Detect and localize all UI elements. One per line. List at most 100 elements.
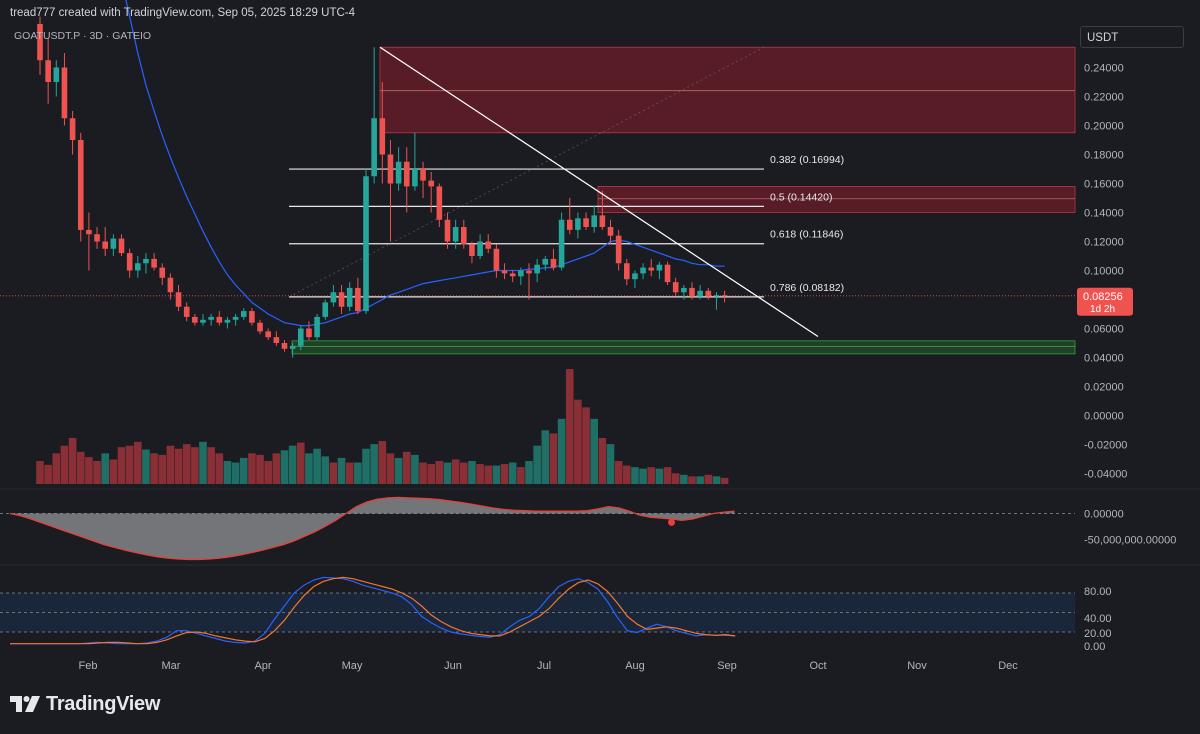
candle-body (379, 118, 386, 155)
time-axis-label: Oct (809, 660, 826, 672)
volume-bar (354, 462, 362, 484)
created-by-text: tread777 created with TradingView.com, S… (10, 7, 355, 19)
volume-bar (231, 462, 240, 484)
price-tick-label: 0.04000 (1084, 353, 1124, 365)
price-tick-label: -0.04000 (1084, 469, 1127, 481)
stoch-d-line (10, 576, 736, 645)
candle-body (420, 169, 426, 181)
volume-bar (370, 444, 378, 484)
candle-body (705, 290, 712, 297)
candle-body (37, 24, 43, 61)
candle-body (575, 218, 581, 230)
price-tick-label: 0.02000 (1084, 382, 1124, 394)
volume-bar (500, 464, 509, 484)
volume-bar (101, 453, 109, 484)
volume-bar (345, 462, 354, 484)
volume-bar (525, 461, 533, 484)
volume-bar (378, 441, 387, 484)
volume-bar (696, 476, 704, 484)
volume-bar (712, 476, 721, 484)
volume-bar (704, 474, 713, 484)
time-axis-label: Mar (162, 660, 181, 672)
candle-body (526, 270, 532, 274)
candle-body (249, 311, 255, 323)
candle-body (135, 263, 141, 271)
volume-bar (182, 444, 191, 484)
volume-bar (435, 461, 444, 484)
candle-body (615, 235, 622, 264)
macd-area (10, 497, 735, 560)
candle-body (469, 244, 475, 256)
volume-bar (117, 447, 126, 484)
symbol-title[interactable]: GOATUSDT.P · 3D · GATEIO (14, 30, 152, 42)
volume-bar (166, 445, 175, 484)
volume-bar (549, 433, 558, 484)
candle-body (403, 161, 410, 187)
candle-body (363, 176, 369, 312)
candle-body (444, 219, 451, 242)
candle-body (501, 270, 508, 274)
volume-bar (52, 453, 61, 484)
volume-bar (272, 453, 281, 484)
candle-body (200, 319, 206, 323)
candle-body (672, 282, 679, 293)
tradingview-logo-icon (10, 696, 40, 712)
candle-body (648, 267, 655, 271)
volume-bar (256, 454, 264, 484)
stoch-axis-label: 40.00 (1084, 613, 1112, 625)
candle-body (656, 264, 663, 271)
volume-bar (76, 451, 85, 484)
candle-body (518, 270, 524, 277)
volume-bar (411, 454, 419, 484)
price-tick-label: 0.12000 (1084, 237, 1124, 249)
tradingview-logo-text: TradingView (46, 692, 161, 715)
candle-body (273, 337, 280, 343)
volume-bar (533, 445, 541, 484)
candle-body (632, 273, 638, 280)
volume-bar (671, 473, 680, 484)
volume-bar (93, 461, 101, 484)
stoch-axis-label: 20.00 (1084, 628, 1112, 640)
candle-body (45, 60, 51, 82)
volume-bar (647, 467, 656, 484)
macd-axis-label: -50,000,000.00000 (1084, 535, 1176, 547)
candle-body (583, 218, 589, 227)
candle-body (591, 215, 597, 227)
volume-bar (337, 457, 346, 484)
candle-body (61, 67, 68, 119)
candle-body (232, 316, 239, 320)
candle-body (355, 287, 361, 312)
candle-body (257, 322, 263, 332)
last-price-value: 0.08256 (1083, 291, 1123, 303)
candle-body (265, 331, 271, 338)
candle-body (689, 287, 695, 297)
volume-bar (362, 448, 370, 484)
time-axis-label: Apr (254, 660, 271, 672)
price-tick-label: 0.10000 (1084, 266, 1124, 278)
volume-bar (150, 453, 158, 484)
volume-bar (508, 462, 517, 484)
fib-level-label: 0.618 (0.11846) (770, 229, 843, 241)
candle-body (542, 258, 549, 265)
candle-body (281, 343, 288, 349)
volume-bar (443, 462, 452, 484)
volume-bar (517, 467, 525, 484)
volume-bar (614, 461, 623, 484)
tradingview-logo[interactable]: TradingView (10, 692, 160, 716)
currency-button[interactable]: USDT (1080, 26, 1184, 48)
candle-body (509, 273, 516, 277)
zone-demand (291, 340, 1076, 355)
time-axis-label: Jul (537, 660, 551, 672)
volume-bar (239, 457, 248, 484)
volume-bar (680, 474, 688, 484)
candle-body (485, 241, 492, 249)
candle-body (77, 140, 84, 230)
macd-signal-dot (668, 518, 675, 526)
volume-bar (321, 456, 330, 484)
volume-bar (688, 476, 696, 484)
candle-body (436, 186, 443, 220)
candle-body (102, 241, 108, 249)
trendline (379, 46, 819, 337)
